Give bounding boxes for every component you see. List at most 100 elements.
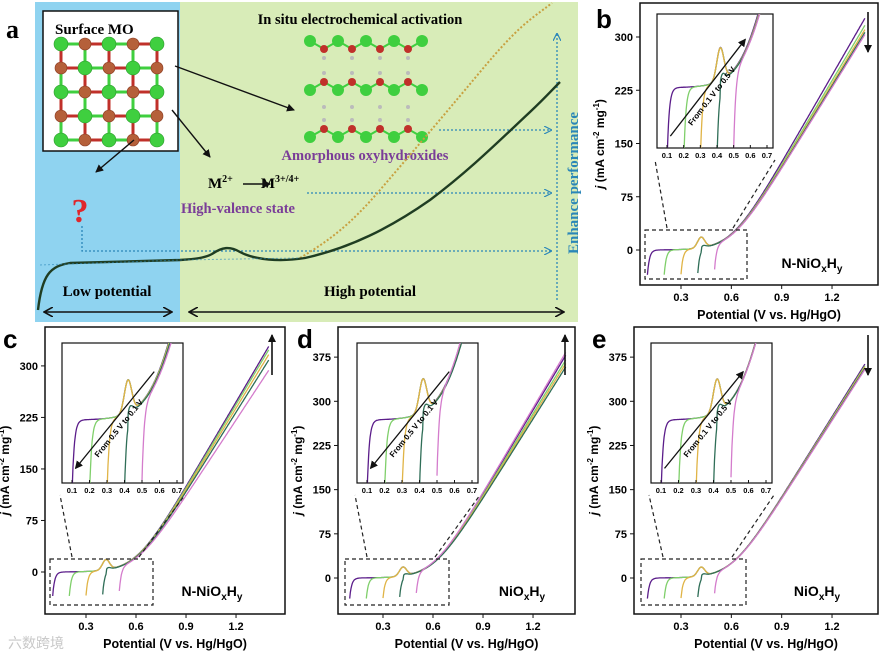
- inset-x-tick-label: 0.7: [467, 486, 477, 495]
- metal-atom: [53, 36, 69, 52]
- hydrogen-atom: [378, 118, 382, 122]
- inset-direction-arrow: [663, 370, 744, 469]
- zoom-connector: [648, 494, 664, 558]
- panel-label-d: d: [297, 324, 313, 354]
- start-point-marker: [678, 498, 681, 501]
- metal-atom: [332, 35, 344, 47]
- y-tick-label: 150: [615, 139, 633, 151]
- y-axis-label: j (mA cm-2 mg-1): [290, 426, 305, 518]
- inset-x-tick-label: 0.2: [673, 486, 683, 495]
- oxygen-atom: [78, 37, 92, 51]
- metal-atom: [101, 36, 117, 52]
- inset-x-tick-label: 0.6: [154, 486, 164, 495]
- series-line-0.5V: [713, 369, 866, 594]
- x-tick-label: 0.9: [774, 621, 789, 633]
- hydrogen-atom: [378, 56, 382, 60]
- x-tick-label: 0.3: [673, 292, 688, 304]
- inset-x-tick-label: 0.4: [414, 486, 425, 495]
- x-axis-label: Potential (V vs. Hg/HgO): [694, 637, 838, 651]
- metal-atom: [101, 84, 117, 100]
- inset-x-tick-label: 0.5: [137, 486, 147, 495]
- oxygen-atom: [102, 109, 116, 123]
- metal-atom: [304, 84, 316, 96]
- start-point-marker: [695, 498, 698, 501]
- metal-atom: [388, 131, 400, 143]
- surface-mo-title: Surface MO: [55, 22, 134, 38]
- oxygen-atom: [78, 133, 92, 147]
- zoom-connector: [138, 494, 186, 558]
- x-tick-label: 0.6: [724, 292, 739, 304]
- metal-atom: [53, 132, 69, 148]
- hydrogen-atom: [322, 56, 326, 60]
- activation-title: In situ electrochemical activation: [258, 12, 463, 28]
- metal-atom: [149, 132, 165, 148]
- oxygen-atom: [404, 45, 412, 53]
- inset-series-line-0.5V: [733, 14, 761, 148]
- metal-atom: [416, 84, 428, 96]
- metal-atom: [360, 131, 372, 143]
- plot-frame: [44, 326, 286, 615]
- zoom-region-box: [644, 229, 748, 280]
- y-tick-label: 150: [609, 485, 627, 497]
- inset-x-tick-label: 0.6: [449, 486, 459, 495]
- inset-direction-arrow: [369, 371, 450, 470]
- x-tick-label: 0.6: [425, 621, 440, 633]
- oxygen-atom: [126, 37, 140, 51]
- inset-direction-arrow: [74, 371, 155, 470]
- y-tick-label: 300: [609, 396, 627, 408]
- start-point-marker: [419, 498, 422, 501]
- inset-series-line-0.5V: [730, 343, 757, 478]
- start-point-marker: [700, 166, 703, 169]
- inset-x-tick-label: 0.2: [379, 486, 389, 495]
- hydrogen-atom: [350, 56, 354, 60]
- inset-x-tick-label: 0.7: [172, 486, 182, 495]
- x-tick-label: 0.3: [78, 621, 93, 633]
- start-point-marker: [89, 498, 92, 501]
- start-point-marker: [716, 166, 719, 169]
- x-tick-label: 1.2: [525, 621, 540, 633]
- hydrogen-atom: [378, 105, 382, 109]
- y-tick-label: 0: [325, 573, 331, 585]
- x-axis-label: Potential (V vs. Hg/HgO): [395, 637, 539, 651]
- zoom-connector: [434, 494, 481, 558]
- hydrogen-atom: [322, 118, 326, 122]
- oxygen-atom: [348, 45, 356, 53]
- y-tick-label: 225: [20, 412, 38, 424]
- y-tick-label: 375: [313, 352, 331, 364]
- question-mark: ?: [72, 193, 89, 230]
- series-group: [349, 352, 567, 599]
- oxygen-atom: [320, 45, 328, 53]
- metal-atom: [101, 132, 117, 148]
- hydrogen-atom: [406, 118, 410, 122]
- series-line-0.5V: [415, 352, 567, 593]
- hydrogen-atom: [406, 71, 410, 75]
- panel-label-a: a: [6, 15, 19, 44]
- oxygen-atom: [348, 78, 356, 86]
- start-point-marker: [141, 498, 144, 501]
- activated-curve-dotted: [299, 2, 553, 259]
- inset-x-tick-label: 0.1: [67, 486, 77, 495]
- start-point-marker: [384, 498, 387, 501]
- oxygen-atom: [404, 125, 412, 133]
- y-axis-label: j (mA cm-2 mg-1): [592, 99, 607, 191]
- material-label: N-NiOxHy: [182, 583, 243, 603]
- inset-series-line-0.5V: [141, 343, 172, 481]
- metal-atom: [416, 131, 428, 143]
- start-point-marker: [366, 498, 369, 501]
- x-tick-label: 0.3: [375, 621, 390, 633]
- y-tick-label: 225: [313, 440, 331, 452]
- inset-x-tick-label: 0.5: [432, 486, 442, 495]
- metal-atom: [388, 84, 400, 96]
- inset-x-tick-label: 0.3: [695, 151, 705, 160]
- metal-atom: [416, 35, 428, 47]
- inset-x-tick-label: 0.3: [397, 486, 407, 495]
- oxygen-atom: [54, 61, 68, 75]
- oxygen-atom: [54, 109, 68, 123]
- metal-atom: [304, 131, 316, 143]
- hydrogen-atom: [406, 56, 410, 60]
- metal-atom: [77, 108, 93, 124]
- inset-x-tick-label: 0.7: [761, 486, 771, 495]
- x-tick-label: 1.2: [824, 621, 839, 633]
